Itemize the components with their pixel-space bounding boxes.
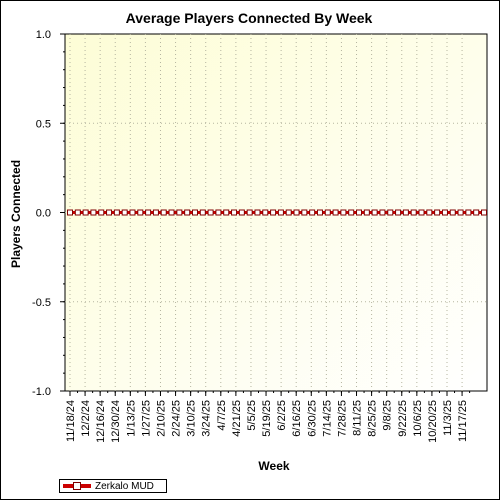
x-tick-label: 5/19/25 xyxy=(261,400,273,437)
data-point xyxy=(145,209,152,216)
y-tick-label: -0.5 xyxy=(32,297,51,309)
data-point xyxy=(379,209,386,216)
data-point xyxy=(152,209,159,216)
data-point xyxy=(74,209,81,216)
data-point xyxy=(285,209,292,216)
data-point xyxy=(254,209,261,216)
x-tick-label: 3/10/25 xyxy=(186,400,198,437)
series-layer xyxy=(67,209,487,216)
data-point xyxy=(356,209,363,216)
x-tick-label: 7/14/25 xyxy=(321,400,333,437)
data-point xyxy=(481,209,487,216)
x-axis-title: Week xyxy=(258,459,289,473)
data-point xyxy=(246,209,253,216)
x-tick-label: 6/16/25 xyxy=(291,400,303,437)
data-point xyxy=(324,209,331,216)
data-point xyxy=(184,209,191,216)
data-point xyxy=(465,209,472,216)
data-point xyxy=(293,209,300,216)
data-point xyxy=(410,209,417,216)
x-tick-label: 2/10/25 xyxy=(155,400,167,437)
x-tick-label: 7/28/25 xyxy=(336,400,348,437)
data-point xyxy=(434,209,441,216)
x-tick-label: 12/16/24 xyxy=(95,400,107,443)
data-point xyxy=(82,209,89,216)
x-tick-label: 11/3/25 xyxy=(442,400,454,436)
x-tick-label: 4/21/25 xyxy=(231,400,243,437)
x-tick-label: 10/20/25 xyxy=(427,400,439,443)
data-point xyxy=(441,209,448,216)
y-tick-label: 0.0 xyxy=(36,208,51,220)
y-ticks: 1.0 0.5 0.0 -0.5 -1.0 xyxy=(32,29,65,398)
data-point xyxy=(67,209,73,216)
x-tick-label: 9/22/25 xyxy=(397,400,409,437)
x-ticks: 11/18/24 12/2/24 12/16/24 12/30/24 1/13/25 1/… xyxy=(65,391,471,443)
x-tick-label: 3/24/25 xyxy=(201,400,213,437)
x-tick-label: 10/6/25 xyxy=(412,400,424,437)
data-point xyxy=(223,209,230,216)
data-point xyxy=(316,209,323,216)
x-tick-label: 9/8/25 xyxy=(382,400,394,431)
legend: Zerkalo MUD xyxy=(59,479,167,493)
data-point xyxy=(340,209,347,216)
data-point xyxy=(473,209,480,216)
data-point xyxy=(98,209,105,216)
data-point xyxy=(402,209,409,216)
y-axis-title: Players Connected xyxy=(9,160,23,268)
data-point xyxy=(426,209,433,216)
data-point xyxy=(199,209,206,216)
data-point xyxy=(395,209,402,216)
x-tick-label: 12/30/24 xyxy=(110,400,122,443)
data-point xyxy=(270,209,277,216)
data-point xyxy=(106,209,113,216)
data-point xyxy=(160,209,167,216)
data-point xyxy=(207,209,214,216)
x-tick-label: 11/17/25 xyxy=(457,400,469,442)
data-point xyxy=(363,209,370,216)
data-point xyxy=(113,209,120,216)
data-point xyxy=(238,209,245,216)
data-point xyxy=(418,209,425,216)
data-point xyxy=(215,209,222,216)
data-point xyxy=(90,209,97,216)
legend-label: Zerkalo MUD xyxy=(95,480,154,492)
x-tick-label: 8/11/25 xyxy=(352,400,364,436)
chart-title: Average Players Connected By Week xyxy=(126,10,373,26)
data-point xyxy=(309,209,316,216)
x-tick-label: 8/25/25 xyxy=(367,400,379,437)
data-point xyxy=(168,209,175,216)
y-tick-label: 1.0 xyxy=(36,29,51,41)
x-tick-label: 12/2/24 xyxy=(80,400,92,437)
data-point xyxy=(301,209,308,216)
data-point xyxy=(348,209,355,216)
data-point xyxy=(191,209,198,216)
data-point xyxy=(449,209,456,216)
data-point xyxy=(137,209,144,216)
data-point xyxy=(332,209,339,216)
data-point xyxy=(262,209,269,216)
data-point xyxy=(129,209,136,216)
y-tick-label: 0.5 xyxy=(36,118,51,130)
x-tick-label: 5/5/25 xyxy=(246,400,258,431)
x-tick-label: 6/2/25 xyxy=(276,400,288,431)
data-point xyxy=(176,209,183,216)
legend-swatch xyxy=(63,482,91,490)
x-tick-label: 11/18/24 xyxy=(65,400,77,442)
x-tick-label: 2/24/25 xyxy=(171,400,183,437)
data-point xyxy=(387,209,394,216)
y-tick-label: -1.0 xyxy=(32,386,51,398)
x-tick-label: 1/13/25 xyxy=(125,400,137,437)
data-point xyxy=(277,209,284,216)
data-point xyxy=(457,209,464,216)
x-tick-label: 6/30/25 xyxy=(306,400,318,437)
data-point xyxy=(371,209,378,216)
x-tick-label: 4/7/25 xyxy=(216,400,228,431)
data-point xyxy=(121,209,128,216)
data-point xyxy=(231,209,238,216)
x-tick-label: 1/27/25 xyxy=(140,400,152,437)
